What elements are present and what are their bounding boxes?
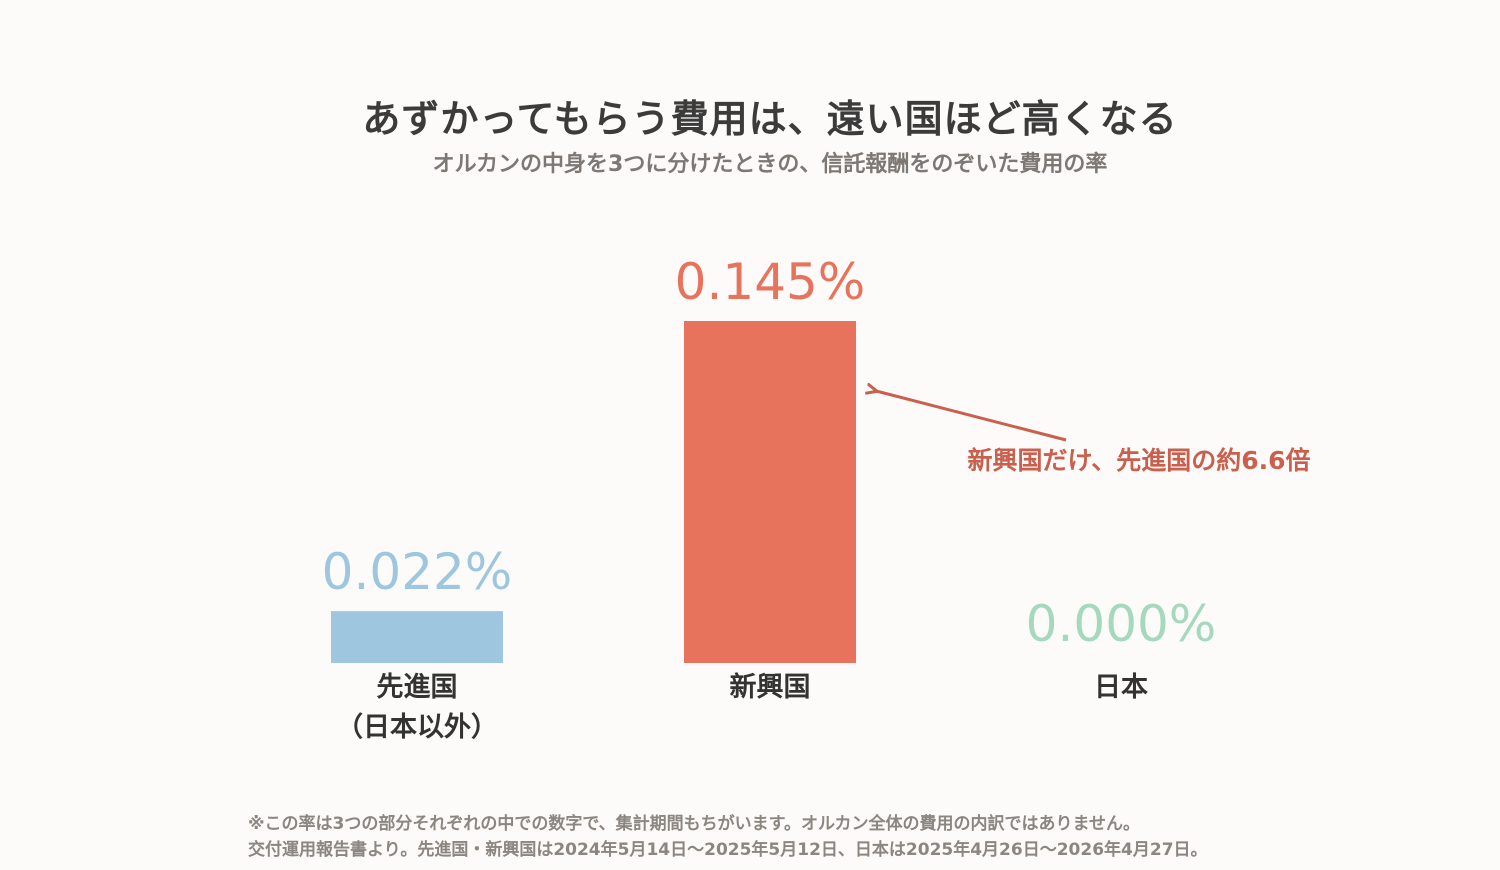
annotation-text: 新興国だけ、先進国の約6.6倍 xyxy=(967,446,1310,475)
annotation-arrow xyxy=(876,391,1067,442)
value-label-1: 0.145% xyxy=(675,253,866,311)
footnote-2: 交付運用報告書より。先進国・新興国は2024年5月14日〜2025年5月12日、… xyxy=(248,840,1208,860)
category-label-2-0: 日本 xyxy=(1094,672,1148,703)
chart-title: あずかってもらう費用は、遠い国ほど高くなる xyxy=(362,97,1178,141)
category-label-0-1: （日本以外） xyxy=(336,712,498,743)
value-label-2: 0.000% xyxy=(1026,595,1217,653)
footnote-1: ※この率は3つの部分それぞれの中での数字で、集計期間もちがいます。オルカン全体の… xyxy=(248,814,1140,834)
bar-0 xyxy=(331,611,503,663)
category-label-1-0: 新興国 xyxy=(730,671,811,703)
value-label-0: 0.022% xyxy=(322,543,513,601)
bar-1 xyxy=(684,321,856,663)
category-label-0-0: 先進国 xyxy=(377,672,458,703)
chart-subtitle: オルカンの中身を3つに分けたときの、信託報酬をのぞいた費用の率 xyxy=(432,152,1108,177)
